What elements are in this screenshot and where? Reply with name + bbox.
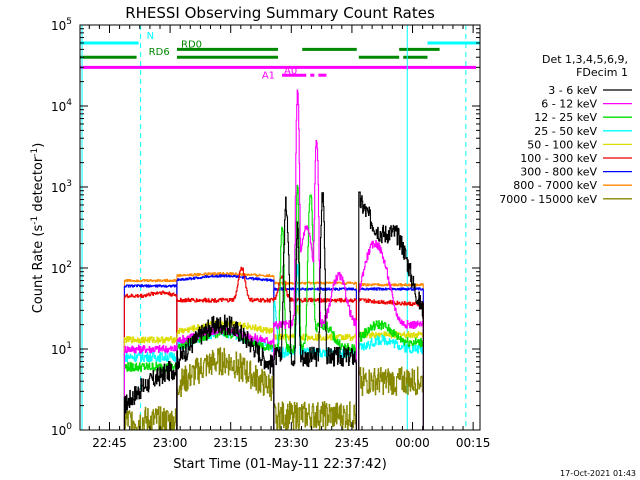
series-line bbox=[358, 283, 424, 430]
series-line bbox=[358, 366, 424, 430]
chart-title: RHESSI Observing Summary Count Rates bbox=[125, 4, 435, 22]
saa-lines bbox=[81, 25, 467, 430]
series-line bbox=[273, 275, 357, 430]
series-line bbox=[358, 320, 424, 430]
flag-bar-label: RD6 bbox=[149, 47, 170, 58]
flag-bar-label: A1 bbox=[262, 70, 275, 81]
legend-header: FDecim 1 bbox=[576, 66, 628, 79]
flag-bars: N RD0 RD6 A1 A0 bbox=[80, 31, 480, 81]
y-tick-label: 102 bbox=[51, 260, 72, 276]
footer-date: 17-Oct-2021 01:43 bbox=[560, 469, 636, 478]
series-line bbox=[273, 401, 357, 431]
series-line bbox=[176, 272, 275, 430]
series-line bbox=[358, 287, 424, 430]
series-line bbox=[176, 266, 275, 430]
series-line bbox=[123, 278, 178, 430]
series-line bbox=[123, 351, 178, 430]
y-tick-label: 100 bbox=[51, 422, 72, 438]
series-line bbox=[273, 304, 357, 430]
y-tick-label: 101 bbox=[51, 341, 72, 357]
series-line bbox=[123, 290, 178, 430]
y-axis-label-end: detector bbox=[31, 156, 46, 216]
series-line bbox=[358, 298, 424, 430]
y-axis-label-sup: -1 bbox=[30, 216, 40, 225]
legend-entry-label: 100 - 300 keV bbox=[520, 152, 597, 165]
flag-bar-label: RD0 bbox=[181, 39, 202, 50]
series-line bbox=[358, 191, 424, 430]
series-line bbox=[273, 192, 357, 430]
y-axis: 100 101 102 103 104 105 bbox=[51, 17, 480, 438]
plot-frame bbox=[79, 24, 481, 431]
x-tick-label: 23:15 bbox=[213, 436, 248, 450]
x-axis-label: Start Time (01-May-11 22:37:42) bbox=[173, 457, 387, 472]
series-line bbox=[273, 287, 357, 430]
flag-bar-label: N bbox=[147, 31, 154, 42]
legend-entry-label: 50 - 100 keV bbox=[527, 138, 597, 151]
x-tick-label: 23:30 bbox=[274, 436, 309, 450]
series-line bbox=[176, 347, 275, 430]
y-tick-label: 103 bbox=[51, 179, 72, 195]
legend-entry-label: 12 - 25 keV bbox=[534, 111, 597, 124]
series-line bbox=[273, 89, 357, 430]
y-tick-label: 104 bbox=[51, 98, 72, 114]
x-tick-label: 23:45 bbox=[335, 436, 370, 450]
legend-entry-label: 6 - 12 keV bbox=[541, 98, 597, 111]
x-tick-label: 23:00 bbox=[153, 436, 188, 450]
legend-entry-label: 800 - 7000 keV bbox=[513, 179, 597, 192]
legend-header: Det 1,3,4,5,6,9, bbox=[542, 53, 628, 66]
x-axis: 22:45 23:00 23:15 23:30 23:45 00:00 00:15 bbox=[88, 25, 491, 450]
legend-entry-label: 3 - 6 keV bbox=[548, 84, 597, 97]
y-axis-label-close: ) bbox=[31, 143, 46, 148]
series-line bbox=[176, 274, 275, 430]
series-line bbox=[123, 344, 178, 430]
y-axis-label: Count Rate (s-1 detector-1) bbox=[30, 143, 46, 314]
legend-entry-label: 7000 - 15000 keV bbox=[499, 193, 597, 206]
series-layer bbox=[123, 89, 424, 431]
y-tick-label: 105 bbox=[51, 17, 72, 33]
x-tick-label: 00:15 bbox=[456, 436, 491, 450]
legend-entry-label: 25 - 50 keV bbox=[534, 125, 597, 138]
legend-entry-label: 300 - 800 keV bbox=[520, 166, 597, 179]
series-line bbox=[273, 184, 357, 430]
series-line bbox=[176, 314, 275, 430]
series-line bbox=[358, 334, 424, 430]
series-line bbox=[123, 360, 178, 430]
x-tick-label: 00:00 bbox=[395, 436, 430, 450]
series-line bbox=[123, 284, 178, 430]
x-tick-label: 22:45 bbox=[92, 436, 127, 450]
series-line bbox=[358, 240, 424, 430]
series-line bbox=[123, 406, 178, 431]
flag-bar-label: A0 bbox=[284, 66, 297, 77]
y-axis-label-main: Count Rate (s bbox=[31, 225, 46, 314]
series-line bbox=[123, 335, 178, 430]
y-axis-label-sup2: -1 bbox=[30, 148, 40, 157]
